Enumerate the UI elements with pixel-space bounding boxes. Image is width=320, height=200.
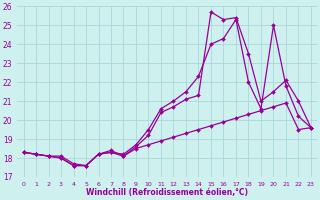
X-axis label: Windchill (Refroidissement éolien,°C): Windchill (Refroidissement éolien,°C) [86, 188, 248, 197]
